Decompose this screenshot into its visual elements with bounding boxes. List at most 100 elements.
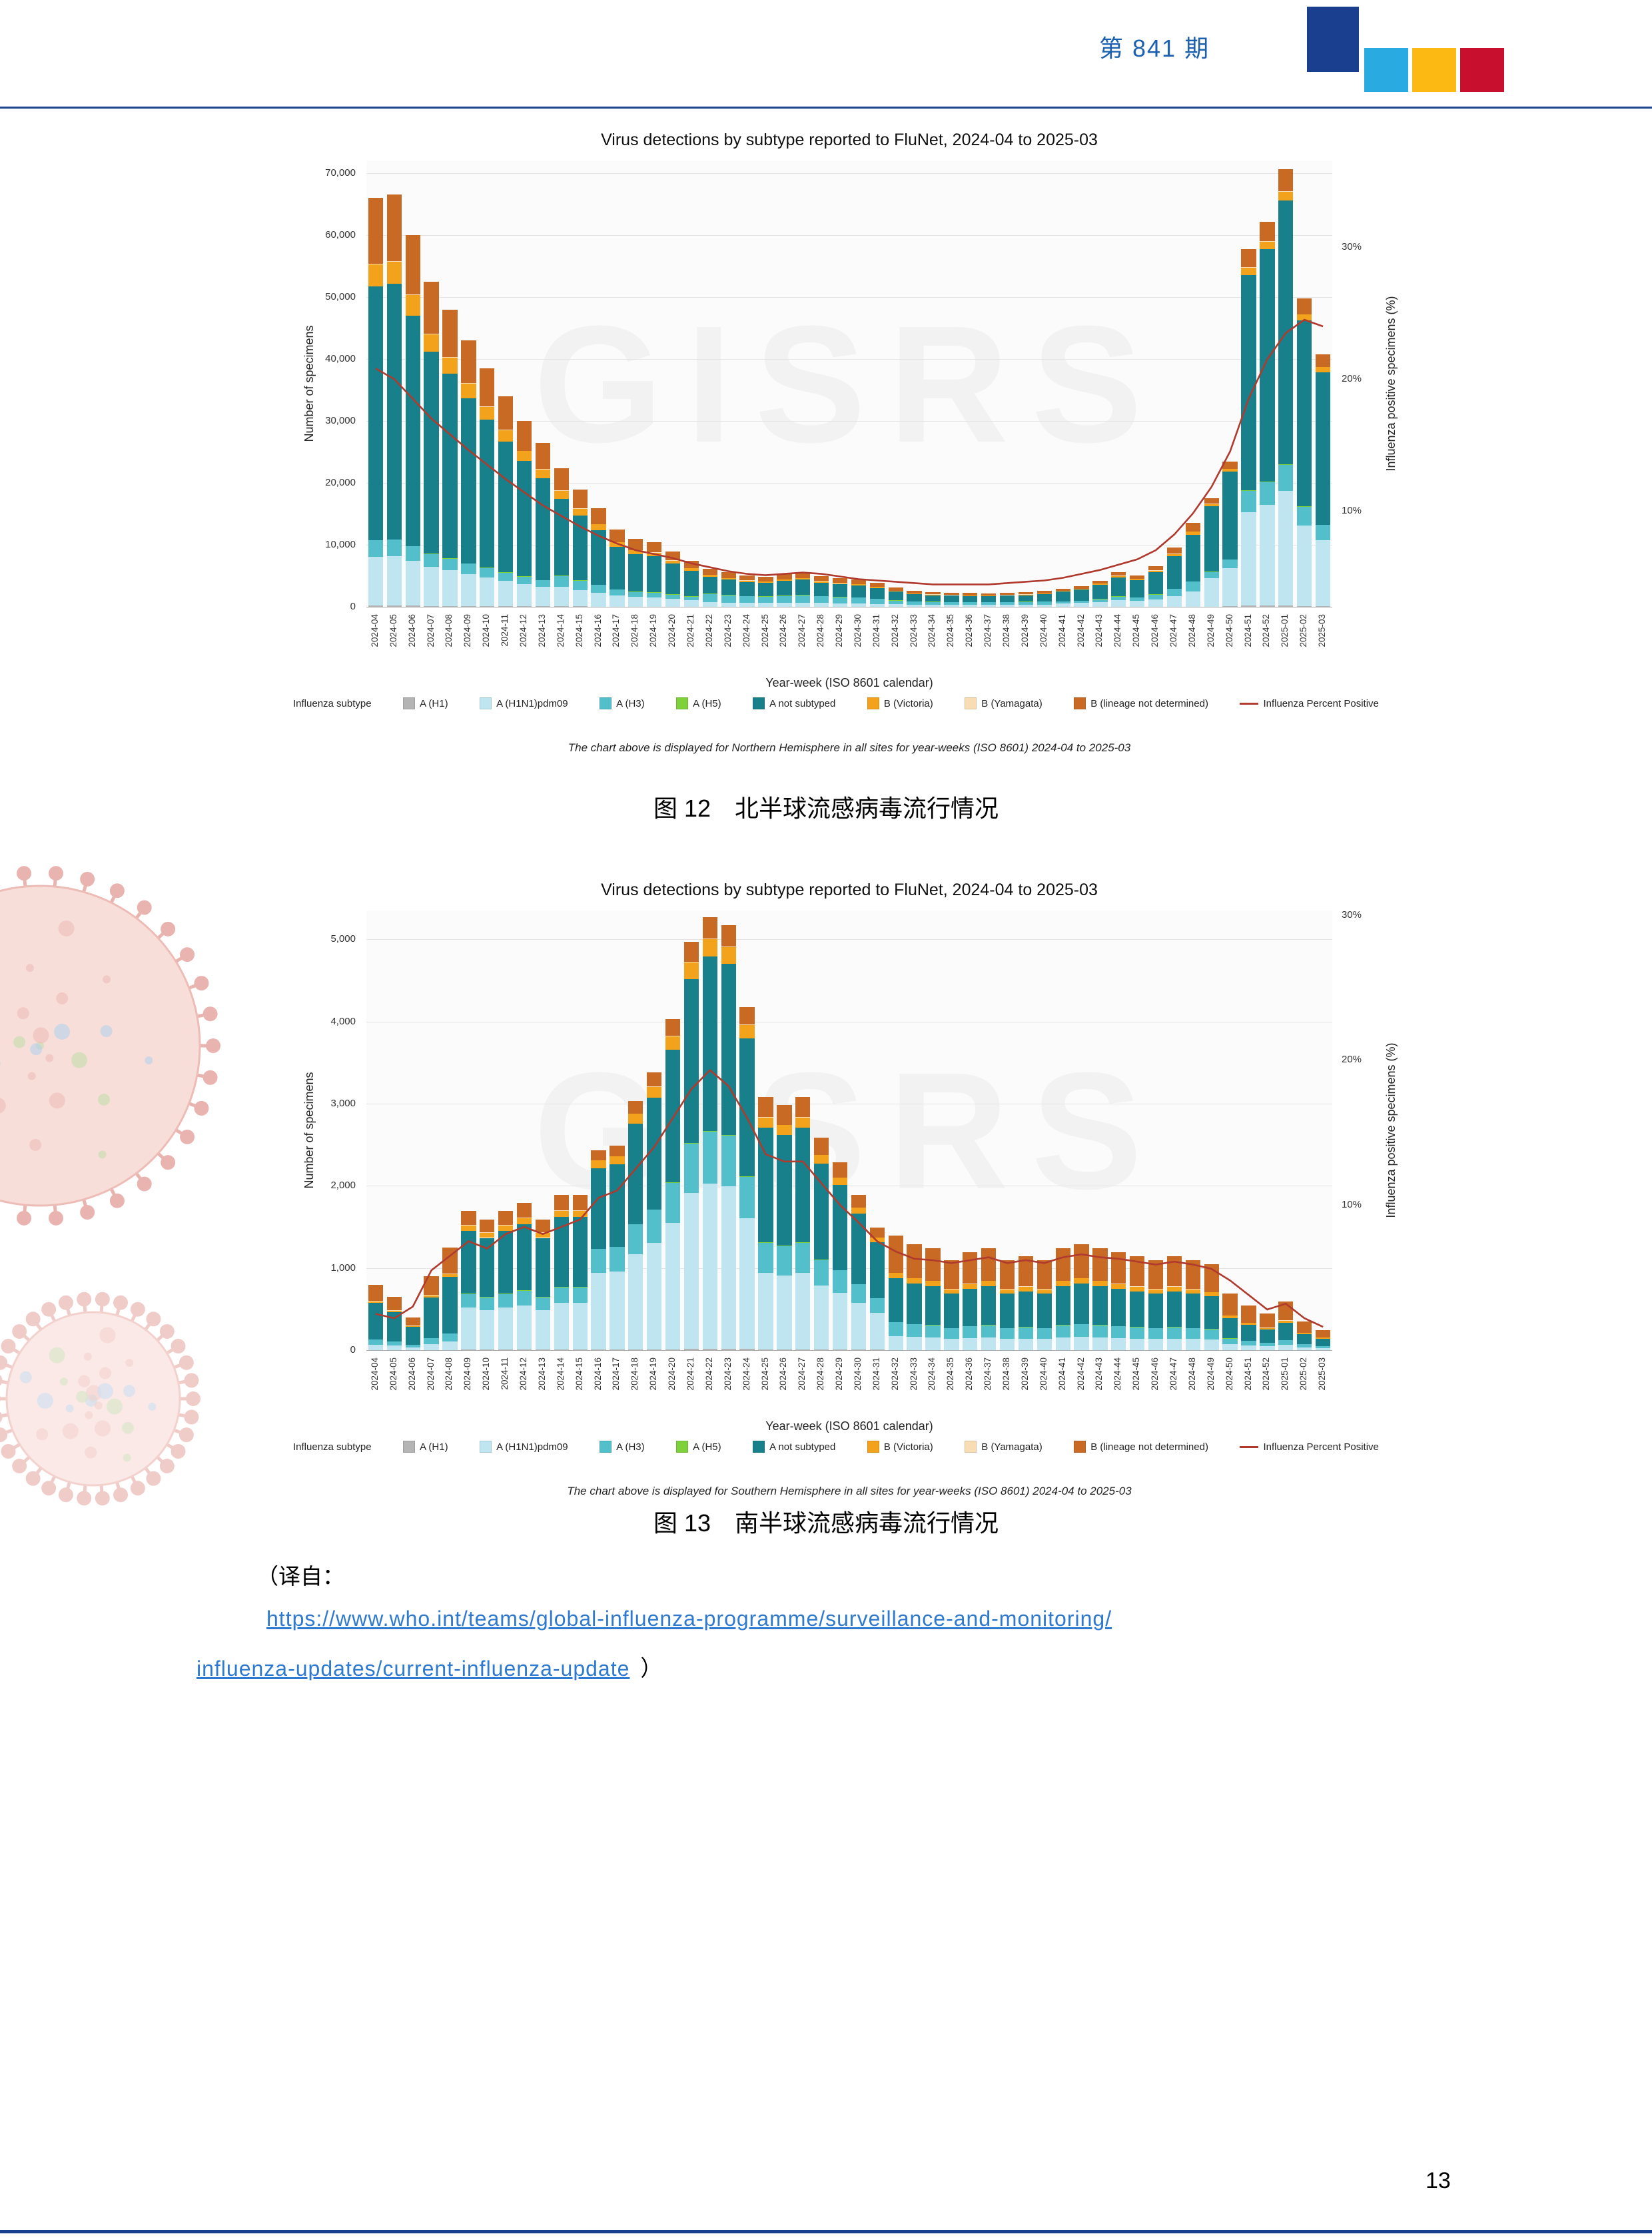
bar-segment bbox=[405, 1317, 420, 1326]
bar-segment bbox=[888, 591, 903, 601]
source-link-line2[interactable]: influenza-updates/current-influenza-upda… bbox=[197, 1657, 630, 1680]
bar-segment bbox=[907, 605, 922, 607]
bar-segment bbox=[554, 606, 569, 607]
line-swatch bbox=[1240, 1445, 1259, 1448]
x-tick-label: 2024-42 bbox=[1075, 1357, 1086, 1391]
bar-segment bbox=[721, 925, 736, 947]
bar-segment bbox=[628, 1254, 643, 1349]
x-tick-label: 2024-52 bbox=[1261, 1357, 1272, 1391]
bar-segment bbox=[442, 1333, 458, 1342]
bar-segment bbox=[1092, 1286, 1108, 1325]
bar-segment bbox=[1241, 267, 1256, 268]
legend-label: B (Yamagata) bbox=[981, 1441, 1042, 1453]
x-axis-title: Year-week (ISO 8601 calendar) bbox=[765, 1419, 933, 1433]
bar-segment bbox=[907, 1349, 922, 1350]
bar-segment bbox=[1204, 1349, 1219, 1350]
bar-segment bbox=[461, 382, 476, 384]
bar-segment bbox=[814, 1260, 829, 1286]
x-tick-label: 2024-30 bbox=[852, 1357, 863, 1391]
x-tick-label: 2024-29 bbox=[834, 614, 845, 647]
bar-segment bbox=[424, 1337, 439, 1344]
bar-segment bbox=[442, 558, 458, 571]
bar-segment bbox=[1074, 1349, 1089, 1350]
gridline bbox=[366, 358, 1332, 360]
bar-segment bbox=[888, 1236, 903, 1273]
bar-segment bbox=[461, 1294, 476, 1308]
x-tick-label: 2024-17 bbox=[611, 614, 621, 647]
legend-item: B (Yamagata) bbox=[965, 1441, 1042, 1453]
bar-segment bbox=[1260, 248, 1275, 482]
bar-segment bbox=[1148, 1328, 1164, 1339]
x-tick-label: 2024-16 bbox=[592, 1357, 603, 1391]
legend-swatch bbox=[867, 697, 879, 709]
bar-segment bbox=[944, 1349, 959, 1350]
bar-segment bbox=[963, 1288, 978, 1326]
bar-segment bbox=[461, 1231, 476, 1294]
bar-segment bbox=[498, 442, 514, 573]
bar-segment bbox=[386, 1310, 402, 1312]
legend-item-line: Influenza Percent Positive bbox=[1240, 1441, 1379, 1453]
bar-segment bbox=[572, 508, 588, 516]
bar-segment bbox=[1241, 249, 1256, 268]
bar-segment bbox=[1297, 314, 1312, 321]
bar-segment bbox=[721, 602, 736, 607]
bar-segment bbox=[1241, 267, 1256, 275]
legend-label: B (Victoria) bbox=[883, 697, 933, 709]
bar-segment bbox=[814, 1154, 829, 1156]
bar-segment bbox=[461, 1349, 476, 1350]
bar-segment bbox=[1166, 1291, 1182, 1327]
bar-segment bbox=[814, 582, 829, 597]
bar-segment bbox=[739, 580, 755, 582]
bar-segment bbox=[683, 1192, 699, 1349]
bar-segment bbox=[516, 1218, 532, 1224]
bar-segment bbox=[777, 579, 792, 581]
source-link-line1[interactable]: https://www.who.int/teams/global-influen… bbox=[266, 1607, 1112, 1631]
y-tick-label: 50,000 bbox=[325, 290, 356, 302]
bar-segment bbox=[981, 1281, 997, 1286]
y2-tick-label: 20% bbox=[1342, 373, 1362, 385]
bar-segment bbox=[739, 1349, 755, 1350]
bar-segment bbox=[665, 594, 681, 599]
bar-segment bbox=[1297, 298, 1312, 314]
legend-swatch bbox=[403, 697, 416, 709]
bar-segment bbox=[1222, 560, 1238, 569]
x-tick-label: 2024-34 bbox=[927, 614, 937, 647]
bar-segment bbox=[1315, 1347, 1331, 1350]
bar-segment bbox=[405, 1345, 420, 1347]
bar-segment bbox=[888, 1335, 903, 1350]
bar-segment bbox=[1092, 1325, 1108, 1338]
logo-square-navy bbox=[1307, 7, 1359, 72]
bar-segment bbox=[925, 1337, 941, 1350]
bar-segment bbox=[944, 605, 959, 607]
bar-segment bbox=[1092, 1337, 1108, 1350]
legend-item: B (Victoria) bbox=[867, 697, 933, 709]
x-tick-label: 2024-48 bbox=[1186, 614, 1197, 647]
legend-item: A (H5) bbox=[676, 1441, 721, 1453]
bar-segment bbox=[907, 593, 922, 595]
bar-segment bbox=[386, 194, 402, 261]
bar-segment bbox=[1166, 1256, 1182, 1287]
bar-segment bbox=[535, 579, 551, 587]
gridline bbox=[366, 1268, 1332, 1269]
y2-tick-label: 20% bbox=[1342, 1054, 1362, 1066]
bar-segment bbox=[386, 1296, 402, 1311]
bar-segment bbox=[1297, 1347, 1312, 1350]
bar-segment bbox=[572, 1287, 588, 1303]
bar-segment bbox=[1092, 584, 1108, 599]
bar-segment bbox=[795, 1096, 811, 1118]
bar-segment bbox=[795, 1117, 811, 1128]
bar-segment bbox=[442, 1276, 458, 1333]
bar-segment bbox=[832, 603, 848, 607]
x-tick-label: 2024-22 bbox=[703, 614, 714, 647]
bar-segment bbox=[1185, 531, 1200, 535]
x-tick-label: 2024-05 bbox=[388, 1357, 398, 1391]
bar-segment bbox=[535, 1349, 551, 1350]
source-note-line2: influenza-updates/current-influenza-upda… bbox=[197, 1651, 662, 1682]
x-tick-label: 2024-09 bbox=[462, 614, 473, 647]
bar-segment bbox=[461, 573, 476, 606]
x-tick-label: 2024-06 bbox=[406, 1357, 417, 1391]
bar-segment bbox=[424, 605, 439, 607]
bar-segment bbox=[591, 524, 606, 530]
x-tick-label: 2024-23 bbox=[722, 614, 733, 647]
x-tick-label: 2024-19 bbox=[648, 614, 659, 647]
